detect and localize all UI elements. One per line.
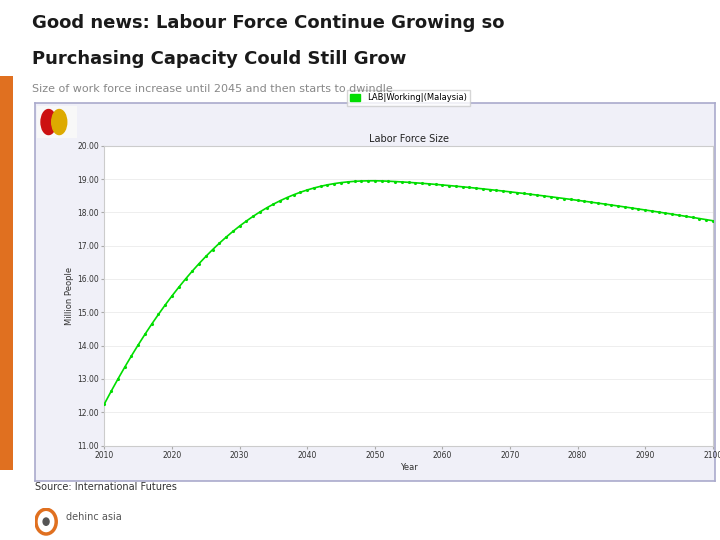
- X-axis label: Year: Year: [400, 463, 418, 472]
- Text: Source: International Futures: Source: International Futures: [35, 482, 176, 492]
- Y-axis label: Million People: Million People: [66, 267, 74, 325]
- Title: Labor Force Size: Labor Force Size: [369, 133, 449, 144]
- Text: Good news: Labour Force Continue Growing so: Good news: Labour Force Continue Growing…: [32, 14, 505, 31]
- Text: dehinc asia: dehinc asia: [66, 512, 122, 522]
- Text: Size of work force increase until 2045 and then starts to dwindle: Size of work force increase until 2045 a…: [32, 84, 393, 94]
- Ellipse shape: [52, 110, 67, 134]
- Ellipse shape: [41, 110, 56, 134]
- Text: Purchasing Capacity Could Still Grow: Purchasing Capacity Could Still Grow: [32, 50, 407, 68]
- Circle shape: [43, 518, 49, 525]
- Legend: LAB|Working|(Malaysia): LAB|Working|(Malaysia): [347, 90, 470, 106]
